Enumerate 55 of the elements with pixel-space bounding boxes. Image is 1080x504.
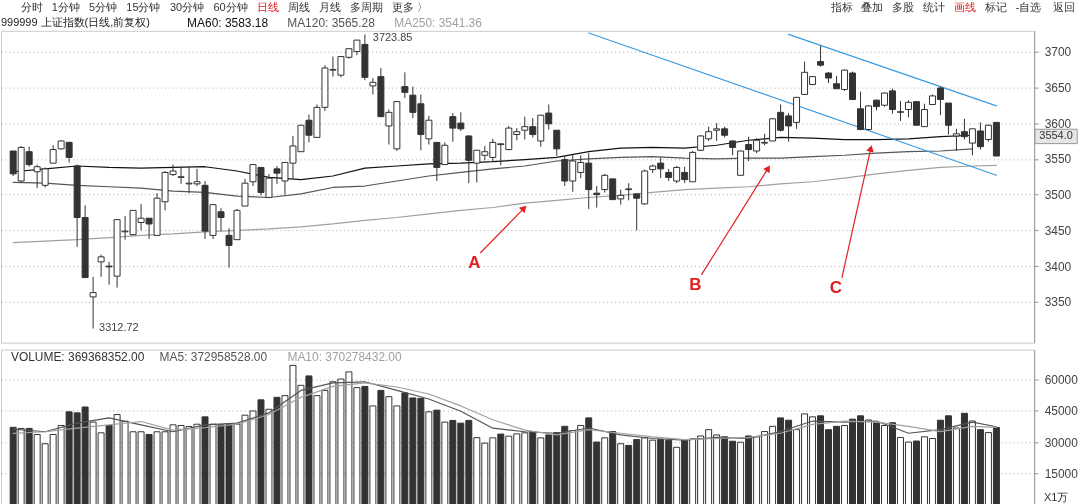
candlestick	[97, 254, 105, 278]
y-tick-label: 3500	[1044, 188, 1072, 203]
y-tick-label: 3400	[1044, 259, 1072, 274]
text: 统计	[923, 0, 946, 13]
candlestick	[817, 45, 825, 68]
candlestick	[553, 129, 561, 157]
text: 画线	[954, 0, 977, 13]
text: 指标	[829, 0, 853, 13]
y-tick-label: 30000	[1044, 435, 1079, 450]
y-tick-label: 3550	[1044, 152, 1072, 167]
annotation: C	[829, 277, 843, 297]
candlestick	[241, 178, 249, 207]
annotation: B	[689, 274, 702, 294]
text: 分时	[20, 0, 43, 13]
y-tick-label: 45000	[1044, 404, 1079, 419]
text: 多股	[892, 0, 915, 13]
annotation: 3312.72	[99, 320, 139, 333]
y-tick-label: 3600	[1044, 116, 1072, 131]
text: 多周期	[349, 0, 383, 13]
candlestick	[944, 102, 952, 136]
candlestick	[897, 100, 904, 122]
text: 15分钟	[126, 0, 161, 13]
text: MA250: 3541.36	[394, 15, 483, 30]
text: MA5: 372958528.00	[159, 349, 268, 364]
text: 标记	[983, 0, 1007, 13]
text: 5分钟	[89, 0, 118, 13]
text: 30分钟	[169, 0, 205, 13]
text: 3554.0	[1039, 129, 1073, 142]
text: -自选	[1015, 0, 1042, 13]
y-tick-label: 3650	[1044, 80, 1072, 95]
annotation: 3723.85	[372, 31, 413, 44]
text: MA120: 3565.28	[287, 15, 376, 30]
text: 叠加	[861, 0, 884, 13]
y-tick-label: 3450	[1044, 223, 1072, 238]
text: MA60: 3583.18	[187, 15, 269, 30]
text: 更多 〉	[391, 0, 428, 13]
line-series	[12, 148, 974, 199]
candlestick	[177, 166, 185, 185]
text: 60分钟	[213, 0, 248, 13]
y-tick-label: 3350	[1044, 295, 1072, 310]
text: 月线	[318, 0, 341, 13]
y-tick-label: 15000	[1044, 467, 1079, 482]
y-tick-label: 3700	[1044, 45, 1072, 60]
chart-title: 999999 上证指数(日线,前复权)	[1, 15, 150, 28]
text: 返回	[1053, 0, 1076, 13]
candlestick	[401, 71, 409, 99]
text: 周线	[287, 0, 310, 13]
text: 1分钟	[51, 0, 80, 13]
annotation: A	[468, 252, 481, 272]
series-label: MA10: 370278432.00	[287, 349, 402, 364]
candlestick	[89, 276, 97, 330]
y-tick-label: 60000	[1044, 372, 1079, 387]
text: X1万	[1043, 491, 1069, 504]
text: 日线	[257, 0, 280, 13]
text: VOLUME: 369368352.00	[10, 349, 145, 364]
